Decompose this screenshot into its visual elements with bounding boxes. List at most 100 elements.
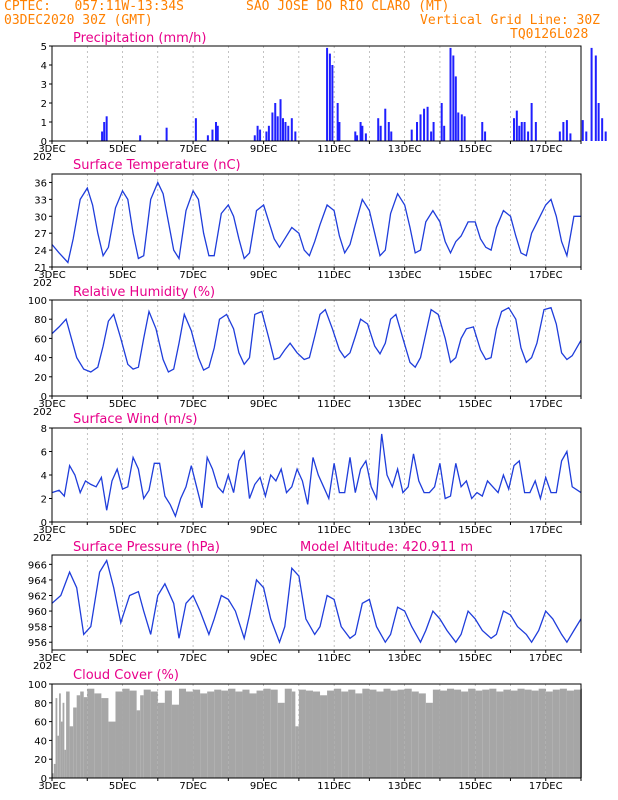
header-coordinates: CPTEC: 057:11W-13:34S xyxy=(4,0,185,14)
y-tick-label: 958 xyxy=(28,623,47,634)
panel-title: Surface Pressure (hPa) xyxy=(73,540,220,555)
x-tick-label: 5DEC xyxy=(109,653,136,664)
y-tick-label: 80 xyxy=(34,699,47,710)
precip-bar xyxy=(562,122,565,141)
x-tick-label: 7DEC xyxy=(179,399,206,410)
x-tick-label: 11DEC xyxy=(317,781,351,792)
precip-bar xyxy=(211,129,214,141)
cloud-column xyxy=(59,693,61,778)
y-tick-label: 0 xyxy=(41,518,47,529)
cloud-column xyxy=(52,773,54,778)
precip-bar xyxy=(354,131,357,141)
precip-bar xyxy=(216,125,219,141)
precip-bar xyxy=(101,131,104,141)
precip-bar xyxy=(440,103,443,141)
cloud-column xyxy=(256,690,264,778)
x-tick-label: 11DEC xyxy=(317,525,351,536)
y-tick-label: 36 xyxy=(34,178,47,189)
cloud-column xyxy=(496,691,504,778)
precip-bar xyxy=(356,135,359,141)
x-tick-label: 17DEC xyxy=(529,270,563,281)
precip-bar xyxy=(449,47,452,141)
y-tick-label: 2 xyxy=(41,495,47,506)
x-tick-label: 7DEC xyxy=(179,144,206,155)
cloud-column xyxy=(489,688,497,778)
header-grid-line: Vertical Grid Line: 30Z xyxy=(420,13,601,28)
header-model-id: TQ0126L028 xyxy=(510,27,589,42)
precip-bar xyxy=(601,118,604,141)
precip-bar xyxy=(460,114,463,141)
precip-bar xyxy=(534,122,537,141)
precip-bar xyxy=(276,116,279,141)
x-tick-label: 13DEC xyxy=(388,525,422,536)
cloud-column xyxy=(312,691,321,778)
precip-bar xyxy=(581,120,584,141)
header-station-name: SAO JOSE DO RIO CLARO (MT) xyxy=(246,0,450,14)
cloud-column xyxy=(291,691,296,778)
cloud-column xyxy=(524,689,532,778)
precip-bar xyxy=(484,131,487,141)
precip-bar xyxy=(165,127,168,141)
y-tick-label: 8 xyxy=(41,424,47,435)
precip-bar xyxy=(281,118,284,141)
x-tick-label: 5DEC xyxy=(109,270,136,281)
cloud-column xyxy=(101,698,109,778)
precip-bar xyxy=(284,122,287,141)
cloud-column xyxy=(228,688,236,778)
panel-frame xyxy=(51,683,582,779)
y-tick-label: 33 xyxy=(34,195,47,206)
x-year-label: 202 xyxy=(33,407,52,418)
cloud-column xyxy=(60,721,63,778)
y-tick-label: 0 xyxy=(41,774,47,785)
precip-bar xyxy=(416,122,419,141)
cloud-column xyxy=(432,689,440,778)
panel-4: Surface Pressure (hPa) Model Altitude: 42… xyxy=(28,540,582,672)
x-tick-label: 3DEC xyxy=(38,144,65,155)
y-tick-label: 2 xyxy=(41,99,47,110)
precip-bar xyxy=(364,133,367,141)
precip-bar xyxy=(590,47,593,141)
cloud-column xyxy=(284,688,292,778)
cloud-column xyxy=(552,689,560,778)
cloud-column xyxy=(517,688,525,778)
series-line xyxy=(51,558,582,645)
x-tick-label: 15DEC xyxy=(458,653,492,664)
precip-bar xyxy=(523,122,526,141)
y-tick-label: 30 xyxy=(34,212,47,223)
y-tick-label: 956 xyxy=(28,638,47,649)
precip-bar xyxy=(430,131,433,141)
cloud-column xyxy=(298,689,306,778)
cloud-column xyxy=(55,698,58,778)
panel-title: Surface Wind (m/s) xyxy=(73,412,197,427)
x-tick-label: 9DEC xyxy=(250,144,277,155)
precip-bar xyxy=(105,116,108,141)
panel-title: Precipitation (mm/h) xyxy=(73,31,206,46)
x-tick-label: 7DEC xyxy=(179,525,206,536)
precip-bar xyxy=(512,118,515,141)
y-tick-label: 20 xyxy=(34,755,47,766)
precip-bar xyxy=(384,108,387,141)
cloud-column xyxy=(143,689,151,778)
y-tick-label: 0 xyxy=(41,137,47,148)
cloud-column xyxy=(178,688,187,778)
x-tick-label: 17DEC xyxy=(529,781,563,792)
y-tick-label: 60 xyxy=(34,334,47,345)
y-tick-label: 1 xyxy=(41,118,47,129)
precip-bar xyxy=(338,122,341,141)
y-tick-label: 40 xyxy=(34,736,47,747)
cloud-column xyxy=(454,689,462,778)
cloud-column xyxy=(295,726,299,778)
cloud-column xyxy=(157,702,165,778)
panel-1: Surface Temperature (nC) 21 24 27 30 33 36 3DEC… xyxy=(33,158,582,289)
y-tick-label: 966 xyxy=(28,560,47,571)
precip-bar xyxy=(279,99,282,141)
cloud-column xyxy=(369,689,377,778)
cloud-column xyxy=(66,691,70,778)
precip-bar xyxy=(481,122,484,141)
y-tick-label: 100 xyxy=(28,680,47,691)
x-tick-label: 5DEC xyxy=(109,399,136,410)
x-tick-label: 13DEC xyxy=(388,144,422,155)
cloud-column xyxy=(235,691,243,778)
precip-bar xyxy=(432,122,435,141)
series-line xyxy=(51,180,581,264)
